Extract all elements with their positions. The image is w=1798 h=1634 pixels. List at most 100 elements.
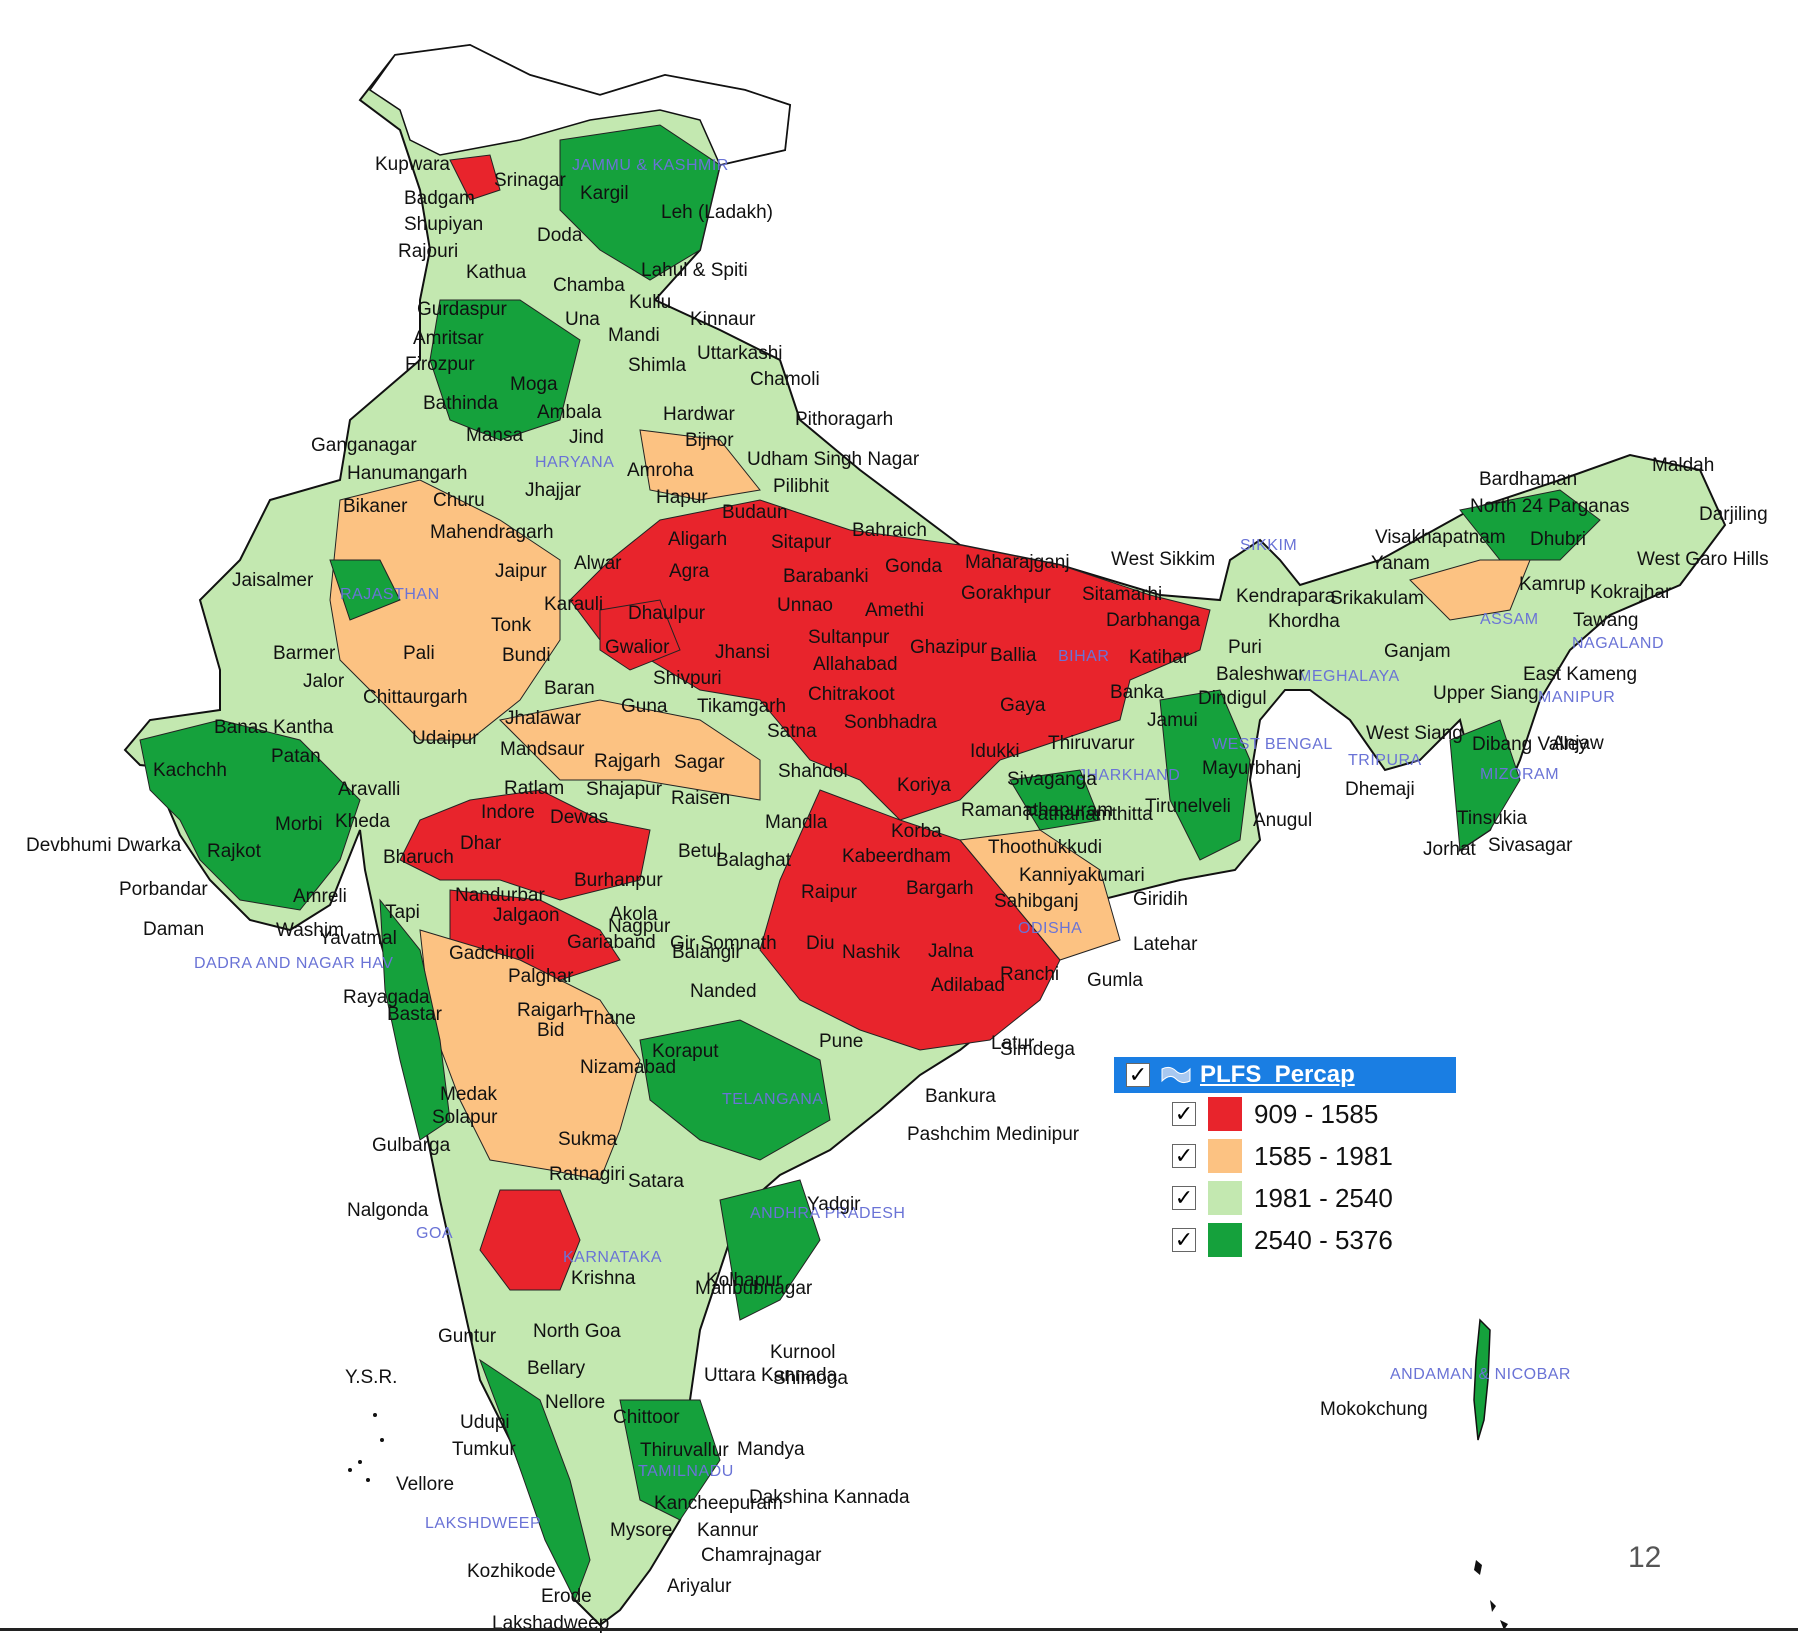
- state-label: TELANGANA: [722, 1091, 824, 1108]
- district-label: Tirunelveli: [1145, 796, 1231, 817]
- district-label: Patan: [271, 746, 321, 767]
- state-label: SIKKIM: [1240, 537, 1298, 554]
- district-label: Jaisalmer: [232, 570, 314, 591]
- district-label: Tinsukia: [1457, 808, 1528, 829]
- district-label: Sagar: [674, 752, 725, 773]
- district-label: Hardwar: [663, 404, 735, 425]
- district-label: Jalna: [928, 941, 974, 962]
- district-label: Anjaw: [1552, 733, 1604, 754]
- district-label: Jorhat: [1423, 839, 1476, 860]
- region-green-punjab: [429, 299, 581, 441]
- region-green-mizoram: [1449, 719, 1521, 851]
- legend-item: ✓ 2540 - 5376: [1114, 1219, 1456, 1261]
- district-label: Kozhikode: [467, 1561, 556, 1582]
- district-label: Dhaulpur: [628, 603, 706, 624]
- district-label: Srinagar: [494, 170, 566, 191]
- district-label: Ratlam: [504, 778, 565, 799]
- district-label: Gadchiroli: [449, 943, 535, 964]
- district-label: Pithoragarh: [795, 409, 894, 430]
- district-label: Ballia: [990, 645, 1037, 666]
- district-label: West Siang: [1366, 723, 1463, 744]
- district-label: Ambala: [537, 402, 602, 423]
- layer-header[interactable]: ✓ PLFS_Percap: [1114, 1057, 1456, 1093]
- district-label: Dibang Valley: [1472, 734, 1588, 755]
- district-label: Shimoga: [773, 1368, 848, 1389]
- district-label: Ganjam: [1384, 641, 1451, 662]
- district-label: North Goa: [533, 1321, 621, 1342]
- region-green-northeast: [1459, 489, 1601, 561]
- district-label: Kupwara: [375, 154, 450, 175]
- district-label: Jaipur: [495, 561, 547, 582]
- district-label: Mysore: [610, 1520, 673, 1541]
- district-label: Rajgarh: [594, 751, 661, 772]
- district-label: Tawang: [1573, 610, 1639, 631]
- district-label: Bellary: [527, 1358, 586, 1379]
- district-label: Mandi: [608, 325, 660, 346]
- district-label: Gonda: [885, 556, 943, 577]
- class-checkbox[interactable]: ✓: [1172, 1186, 1196, 1210]
- state-label: MANIPUR: [1538, 689, 1616, 706]
- district-label: Dhubri: [1530, 529, 1586, 550]
- district-label: Visakhapatnam: [1375, 527, 1506, 548]
- region-red-kashmir: [449, 154, 501, 201]
- district-label: Chamoli: [750, 369, 820, 390]
- region-peach-up-west: [639, 429, 761, 501]
- legend-label: 909 - 1585: [1254, 1098, 1379, 1129]
- district-label: Shimla: [628, 355, 687, 376]
- layer-name-link[interactable]: PLFS_Percap: [1200, 1061, 1355, 1088]
- district-label: Thoothukkudi: [988, 837, 1103, 858]
- state-label: TAMILNADU: [638, 1463, 734, 1480]
- district-label: Jhalawar: [505, 708, 582, 729]
- region-green-tamilnadu: [619, 1399, 721, 1521]
- state-label: GOA: [416, 1225, 454, 1242]
- region-green-gujarat: [139, 719, 361, 911]
- district-label: Satna: [767, 721, 817, 742]
- district-label: Gorakhpur: [961, 583, 1051, 604]
- district-label: Gariaband: [567, 932, 656, 953]
- district-label: Nalgonda: [347, 1200, 429, 1221]
- district-label: Guntur: [438, 1326, 497, 1347]
- class-checkbox[interactable]: ✓: [1172, 1144, 1196, 1168]
- layer-visibility-checkbox[interactable]: ✓: [1126, 1063, 1150, 1087]
- district-label: Badgam: [404, 188, 475, 209]
- district-label: Budaun: [722, 502, 788, 523]
- district-label: Moga: [510, 374, 558, 395]
- region-red-mp-west: [399, 789, 651, 901]
- district-label: Balaghat: [716, 850, 792, 871]
- state-label: TRIPURA: [1348, 752, 1422, 769]
- district-label: Udham Singh Nagar: [747, 449, 920, 470]
- class-checkbox[interactable]: ✓: [1172, 1102, 1196, 1126]
- district-label: Korba: [891, 821, 942, 842]
- district-label: Burhanpur: [574, 870, 663, 891]
- region-green-ladakh: [559, 124, 721, 281]
- district-label: Baran: [544, 678, 595, 699]
- district-label: Rajkot: [207, 841, 261, 862]
- district-label: Raisen: [671, 788, 731, 809]
- district-label: Barmer: [273, 643, 336, 664]
- district-label: Ramanathapuram: [961, 800, 1114, 821]
- district-label: Mansa: [466, 425, 524, 446]
- district-label: West Sikkim: [1111, 549, 1216, 570]
- legend-label: 1981 - 2540: [1254, 1182, 1393, 1213]
- district-label: Mayurbhanj: [1202, 758, 1302, 779]
- nicobar-islands: [1474, 1560, 1508, 1630]
- district-label: Allahabad: [813, 654, 898, 675]
- district-label: Gumla: [1087, 970, 1143, 991]
- district-label: Aravalli: [338, 779, 401, 800]
- district-label: Betul: [678, 841, 722, 862]
- district-label: Shajapur: [586, 779, 663, 800]
- district-label: Mandla: [765, 812, 828, 833]
- class-909-1585-regions: [399, 154, 1211, 1291]
- class-checkbox[interactable]: ✓: [1172, 1228, 1196, 1252]
- state-label: JHARKHAND: [1078, 767, 1181, 784]
- legend-item: ✓ 1585 - 1981: [1114, 1135, 1456, 1177]
- legend-label: 2540 - 5376: [1254, 1224, 1393, 1255]
- district-label: Khordha: [1268, 611, 1340, 632]
- district-label: Darjiling: [1699, 504, 1768, 525]
- district-label: Uttara Kannada: [704, 1365, 838, 1386]
- district-label: Amethi: [865, 600, 925, 621]
- district-label: Banka: [1110, 682, 1164, 703]
- state-label: RAJASTHAN: [340, 586, 440, 603]
- district-label: Pashchim Medinipur: [907, 1124, 1080, 1145]
- district-label: Bijnor: [685, 430, 734, 451]
